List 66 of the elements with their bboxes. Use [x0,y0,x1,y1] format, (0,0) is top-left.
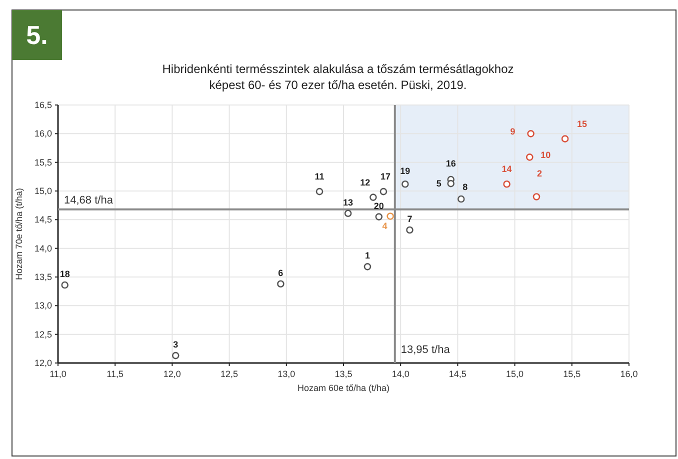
text: 5. [26,20,48,50]
x-tick-label: 11,5 [106,369,124,379]
point [532,193,540,200]
y-tick-label: 15,0 [34,186,52,196]
y-tick-label: 12,0 [34,358,52,368]
y-tick-label: 13,0 [34,300,52,311]
point [402,180,409,188]
point [561,135,569,142]
annotation: 13 [343,197,354,208]
annotation: 8 [462,182,468,192]
y-tick-label: 14,0 [34,243,52,254]
annotation: 16 [446,158,456,169]
annotation: 15 [577,118,588,129]
point [61,281,68,289]
annotation: 20 [374,200,384,211]
point [457,195,465,203]
x-tick-label: 15,0 [506,369,524,379]
annotation: 9 [510,126,516,137]
x-axis-title: Hozam 60e tő/ha (t/ha) [297,383,390,393]
annotation: 11 [314,172,324,182]
annotation: 1 [364,250,370,261]
point [375,213,383,220]
point [277,280,284,288]
annotation: 17 [380,172,390,182]
x-tick-label: 13,5 [334,369,352,379]
y-tick-label: 13,5 [34,272,52,282]
point [316,188,324,196]
point [406,226,414,234]
point [386,212,394,220]
annotation: 14 [502,164,512,174]
ref-line-label: 14,68 t/ha [64,194,114,206]
point [447,180,454,188]
point [526,154,534,161]
x-tick-label: 11,0 [50,369,66,379]
point [172,352,180,360]
point [370,194,377,201]
y-tick-label: 16,0 [34,128,52,139]
annotation: 10 [540,150,551,160]
y-tick-label: 15,5 [34,157,52,168]
point [503,180,510,188]
point [364,263,372,270]
x-tick-label: 16,0 [620,369,638,379]
annotation: 12 [360,177,370,188]
point [527,130,534,138]
x-tick-label: 15,5 [563,369,581,379]
y-axis-title: Hozam 70e tő/ha (t/ha) [14,188,24,280]
annotation: 3 [173,340,178,350]
annotation: 19 [400,166,410,176]
y-tick-label: 14,5 [34,214,52,225]
point [344,210,352,218]
annotation: 6 [278,268,284,278]
annotation: 2 [536,168,542,179]
x-tick-label: 13,0 [278,369,296,379]
x-tick-label: 14,5 [448,369,466,379]
y-tick-label: 12,5 [34,329,52,340]
x-tick-label: 12,5 [220,369,238,379]
annotation: 4 [382,221,388,232]
annotation: 7 [407,214,412,224]
annotation: 18 [60,269,70,280]
chart-title: Hibridenkénti termésszintek alakulása a tőszám termésátlagokhoz képest 60- és 70 ezer tő/ha esetén. Püski, 2019. [162,62,514,92]
x-tick-label: 12,0 [163,369,181,379]
y-tick-label: 16,5 [34,100,52,110]
point [380,188,388,196]
ref-line-label: 13,95 t/ha [400,344,451,356]
x-tick-label: 14,0 [392,369,410,379]
annotation: 5 [436,178,442,189]
